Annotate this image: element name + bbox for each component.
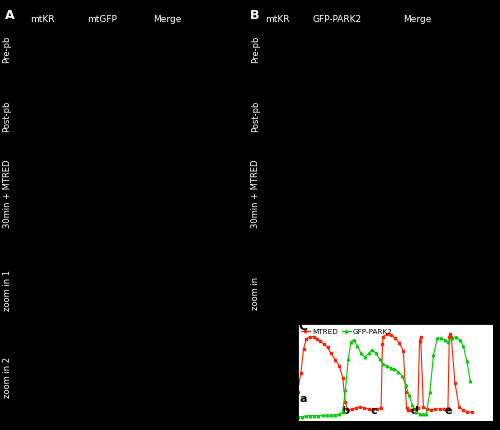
Text: Pre-pb: Pre-pb — [251, 36, 260, 63]
Text: c: c — [370, 405, 377, 415]
Text: 30min + MTRED: 30min + MTRED — [2, 160, 12, 227]
Text: A: A — [5, 9, 15, 22]
Y-axis label: MTRED
pixel
intensity
(a.u.): MTRED pixel intensity (a.u.) — [256, 353, 294, 393]
Text: zoom in: zoom in — [251, 276, 260, 309]
Text: C: C — [298, 319, 307, 332]
Text: b: b — [340, 405, 348, 415]
Legend: MTRED, GFP-PARK2: MTRED, GFP-PARK2 — [298, 326, 396, 337]
Text: GFP-PARK2: GFP-PARK2 — [313, 15, 362, 24]
Text: Pre-pb: Pre-pb — [2, 36, 12, 63]
Text: mtGFP: mtGFP — [88, 15, 118, 24]
Text: Post-pb: Post-pb — [251, 101, 260, 132]
Text: Post-pb: Post-pb — [2, 101, 12, 132]
Text: Merge: Merge — [404, 15, 431, 24]
Text: a: a — [300, 393, 307, 403]
Text: zoom in 2: zoom in 2 — [2, 356, 12, 397]
Text: mtKR: mtKR — [30, 15, 55, 24]
Text: 30min + MTRED: 30min + MTRED — [251, 160, 260, 227]
Text: Merge: Merge — [154, 15, 182, 24]
Y-axis label: GFP-PARK2
pixel
intensity
(a.u.): GFP-PARK2 pixel intensity (a.u.) — [496, 349, 500, 397]
Text: d: d — [410, 405, 418, 415]
Text: zoom in 1: zoom in 1 — [2, 270, 12, 311]
Text: mtKR: mtKR — [265, 15, 290, 24]
Text: B: B — [250, 9, 260, 22]
Text: e: e — [444, 405, 452, 415]
